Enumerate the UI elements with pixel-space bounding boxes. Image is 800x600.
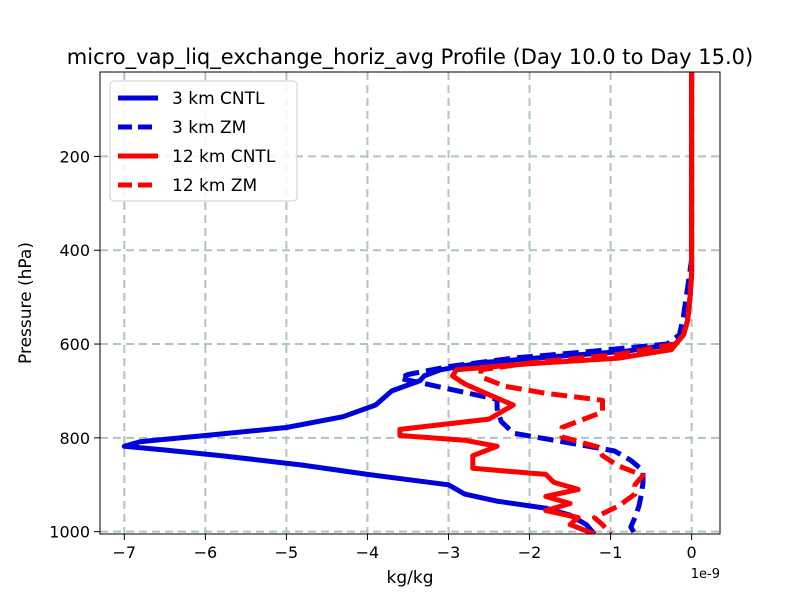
y-tick-label: 400 [59, 241, 90, 260]
axis-ticks: −7 −6 −5 −4 −3 −2 −1 0 200 400 600 800 1000 [49, 147, 696, 562]
x-tick-label: −7 [113, 543, 137, 562]
chart-title: micro_vap_liq_exchange_horiz_avg Profile… [67, 45, 753, 70]
x-tick-label: −1 [599, 543, 623, 562]
plot-frame [99, 71, 721, 535]
series-line-3-km-zm [397, 72, 695, 534]
x-tick-label: 0 [687, 543, 697, 562]
grid [100, 72, 720, 534]
legend-label-3-km-cntl: 3 km CNTL [172, 89, 265, 109]
y-tick-label: 200 [59, 147, 90, 166]
x-axis-scale-factor: 1e-9 [691, 567, 720, 582]
x-tick-label: −2 [518, 543, 542, 562]
x-axis-label: kg/kg [387, 568, 434, 588]
y-tick-label: 1000 [49, 523, 90, 542]
x-tick-label: −4 [356, 543, 380, 562]
series-group [121, 72, 695, 534]
series-line-12-km-zm [478, 72, 695, 534]
legend: 3 km CNTL 3 km ZM 12 km CNTL 12 km ZM [109, 80, 298, 202]
legend-label-12-km-cntl: 12 km CNTL [172, 147, 276, 167]
x-tick-label: −5 [275, 543, 299, 562]
y-axis-label: Pressure (hPa) [16, 242, 36, 364]
x-tick-label: −6 [194, 543, 218, 562]
series-line-12-km-cntl [397, 72, 695, 534]
legend-box [109, 80, 298, 202]
legend-label-12-km-zm: 12 km ZM [172, 176, 257, 196]
y-tick-label: 800 [59, 429, 90, 448]
legend-label-3-km-zm: 3 km ZM [172, 118, 246, 138]
y-tick-label: 600 [59, 335, 90, 354]
x-tick-label: −3 [437, 543, 461, 562]
